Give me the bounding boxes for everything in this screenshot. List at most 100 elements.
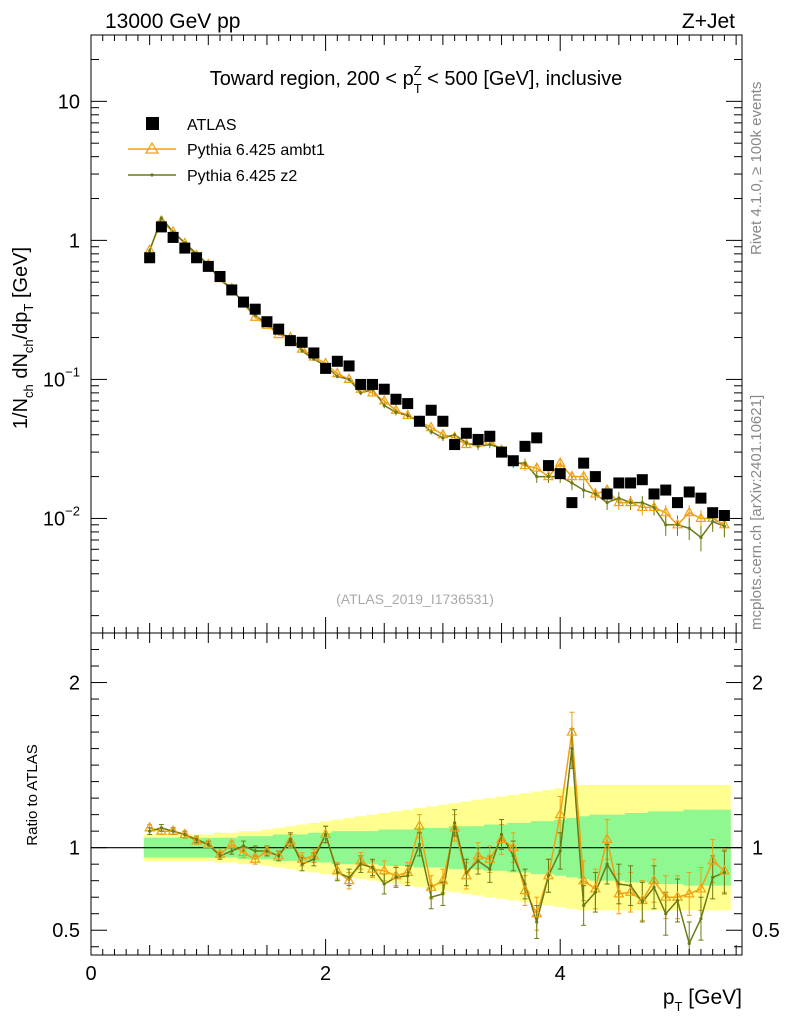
z2-main-point xyxy=(582,488,586,492)
z2-ratio-point xyxy=(417,842,422,846)
ambt1-ratio-point xyxy=(449,821,461,832)
ambt1-main-point xyxy=(671,518,684,529)
z2-ratio-point xyxy=(652,885,656,889)
x-tick-label: 2 xyxy=(320,963,331,985)
z2-main-point xyxy=(699,535,703,540)
ambt1-ratio-point xyxy=(507,841,519,852)
ambt1-ratio-point xyxy=(191,834,203,845)
ambt1-main-point xyxy=(625,496,637,507)
z2-ratio-point xyxy=(582,903,586,908)
atlas-data-point xyxy=(449,439,461,451)
z2-ratio-point xyxy=(382,882,386,886)
atlas-data-point xyxy=(496,446,508,458)
ambt1-main-point xyxy=(589,487,601,498)
atlas-data-point xyxy=(660,484,672,496)
atlas-data-point xyxy=(390,393,402,405)
z2-ratio-point xyxy=(206,842,210,846)
z2-ratio-point xyxy=(148,829,152,833)
atlas-data-point xyxy=(589,471,601,483)
z2-ratio-point xyxy=(675,898,680,903)
ambt1-ratio-line xyxy=(149,731,725,916)
ambt1-ratio-point xyxy=(496,833,508,844)
z2-ratio-point xyxy=(253,849,257,853)
z2-ratio-point xyxy=(617,882,621,886)
atlas-data-point xyxy=(413,415,425,427)
main-y-label: 1/Nch dNch/dpT [GeV] xyxy=(10,247,36,429)
legend-atlas-label: ATLAS xyxy=(187,117,237,134)
atlas-data-point xyxy=(472,433,484,445)
atlas-data-point xyxy=(249,303,261,315)
ambt1-main-point xyxy=(660,506,672,517)
z2-ratio-point xyxy=(511,854,515,858)
ambt1-ratio-point xyxy=(167,824,179,835)
legend-atlas-marker xyxy=(146,117,159,130)
z2-ratio-point xyxy=(183,832,187,837)
main-y-tick-label: 10 xyxy=(58,91,80,113)
z2-main-point xyxy=(535,474,539,479)
ambt1-main-point xyxy=(718,518,730,529)
atlas-data-point xyxy=(191,252,203,264)
z2-ratio-point xyxy=(312,857,316,861)
z2-ratio-point xyxy=(711,875,715,879)
ratio-y-tick-label-left: 0.5 xyxy=(52,920,80,942)
z2-main-point xyxy=(722,524,727,528)
ambt1-ratio-point xyxy=(695,882,707,893)
z2-main-point xyxy=(441,436,445,440)
ambt1-ratio-point xyxy=(625,886,637,896)
z2-ratio-point xyxy=(441,892,445,896)
ambt1-ratio-point xyxy=(531,907,543,918)
atlas-data-point xyxy=(308,347,320,359)
main-axis-ticks xyxy=(90,34,742,633)
analysis-label: (ATLAS_2019_I1736531) xyxy=(336,591,494,607)
z2-main-point xyxy=(159,216,163,220)
ambt1-main-point xyxy=(636,501,648,512)
legend-z2-label: Pythia 6.425 z2 xyxy=(187,168,297,185)
atlas-data-point xyxy=(484,430,496,442)
atlas-data-point xyxy=(367,378,379,390)
ambt1-ratio-point xyxy=(320,828,332,839)
z2-ratio-point xyxy=(628,884,633,888)
ambt1-ratio-point xyxy=(366,862,379,873)
main-series-layer xyxy=(144,214,730,552)
z2-main-point xyxy=(300,349,304,353)
x-axis-label: pT [GeV] xyxy=(663,986,742,1014)
main-y-tick-label: 1 xyxy=(69,230,80,252)
ratio-y-tick-label-left: 1 xyxy=(69,838,80,860)
ambt1-ratio-point xyxy=(343,874,355,885)
ambt1-main-point xyxy=(554,456,566,467)
atlas-data-point xyxy=(613,477,625,489)
z2-ratio-point xyxy=(171,829,175,833)
z2-ratio-point xyxy=(359,862,363,866)
atlas-data-point xyxy=(273,323,285,335)
atlas-data-point xyxy=(402,398,414,410)
z2-main-point xyxy=(382,403,386,408)
legend-ambt1-marker xyxy=(144,141,160,154)
ratio-frame xyxy=(90,632,743,956)
ambt1-ratio-point xyxy=(519,884,531,895)
ambt1-ratio-point xyxy=(648,874,660,885)
atlas-data-point xyxy=(284,335,296,347)
atlas-data-point xyxy=(331,355,343,367)
ambt1-main-point xyxy=(519,459,531,470)
atlas-data-point xyxy=(202,260,214,272)
atlas-data-point xyxy=(214,270,226,282)
atlas-data-point xyxy=(542,460,554,472)
header-left: 13000 GeV pp xyxy=(105,10,240,33)
ratio-y-label: Ratio to ATLAS xyxy=(24,744,41,845)
z2-ratio-point xyxy=(699,917,703,921)
z2-main-point xyxy=(617,496,621,500)
z2-main-point xyxy=(687,526,691,530)
z2-ratio-point xyxy=(300,862,304,866)
z2-ratio-point xyxy=(323,832,328,837)
ambt1-main-point xyxy=(683,506,695,517)
ratio-tick-labels: 2 21 10.5 0.50 2 4 xyxy=(52,673,780,985)
z2-ratio-point xyxy=(499,832,504,837)
ambt1-ratio-point xyxy=(155,824,167,835)
legend: ATLAS Pythia 6.425 ambt1 Pythia 6.425 z2 xyxy=(128,117,325,185)
ambt1-ratio-point xyxy=(425,881,437,891)
x-tick-label: 4 xyxy=(555,963,566,985)
z2-main-point xyxy=(605,501,609,505)
atlas-data-point xyxy=(554,468,566,480)
legend-z2-marker xyxy=(150,173,154,177)
